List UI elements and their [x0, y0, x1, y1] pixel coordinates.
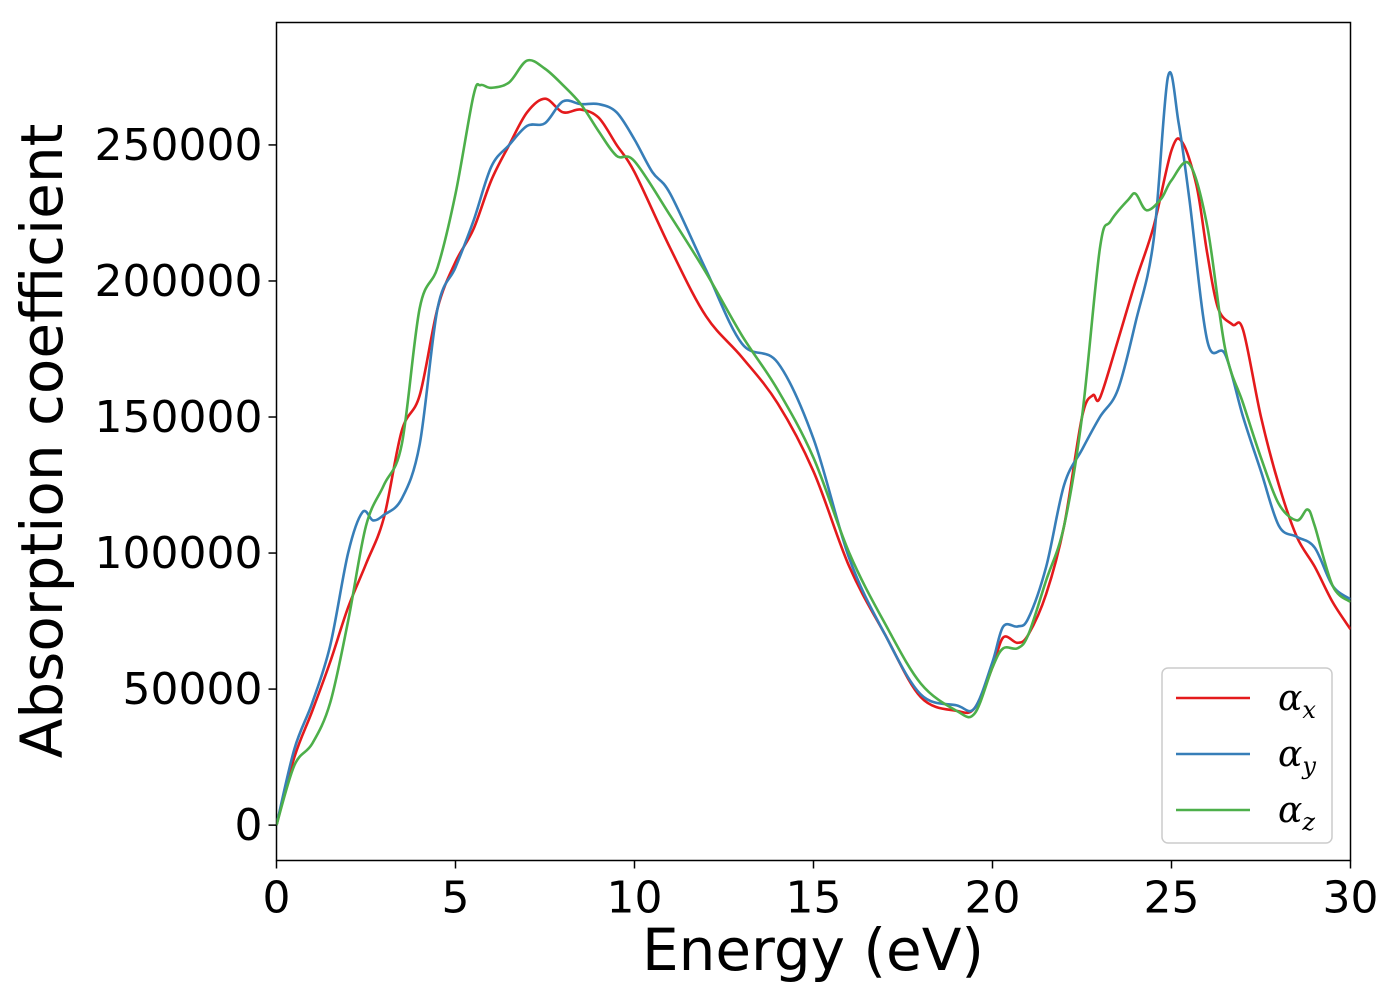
x-axis-label: Energy (eV) — [642, 916, 984, 984]
x-tick-label: 30 — [1323, 873, 1379, 924]
legend-label-alpha-x: αx — [1278, 678, 1316, 724]
legend-subscript: y — [1301, 752, 1316, 780]
y-tick-label: 150000 — [95, 392, 263, 443]
y-axis-label: Absorption coefficient — [8, 124, 76, 759]
legend-subscript: x — [1302, 696, 1316, 724]
x-tick-label: 0 — [263, 873, 291, 924]
series-lines — [276, 58, 1351, 826]
series-line-alpha-z — [276, 58, 1351, 826]
legend-subscript: z — [1301, 808, 1315, 836]
x-tick-label: 10 — [607, 873, 663, 924]
x-tick-label: 5 — [442, 873, 470, 924]
y-tick-label: 50000 — [123, 664, 263, 715]
x-tick-label: 25 — [1144, 873, 1200, 924]
y-tick-label: 0 — [235, 800, 263, 851]
legend-box — [1161, 667, 1333, 844]
y-tick-label: 250000 — [95, 120, 263, 171]
x-tick-label: 15 — [786, 873, 842, 924]
axis-ticks: 0 5 10 15 20 25 30 0 50000 100000 150000 200000 2500… — [95, 120, 1379, 924]
y-tick-label: 100000 — [95, 528, 263, 579]
y-tick-label: 200000 — [95, 256, 263, 307]
x-tick-label: 20 — [965, 873, 1021, 924]
